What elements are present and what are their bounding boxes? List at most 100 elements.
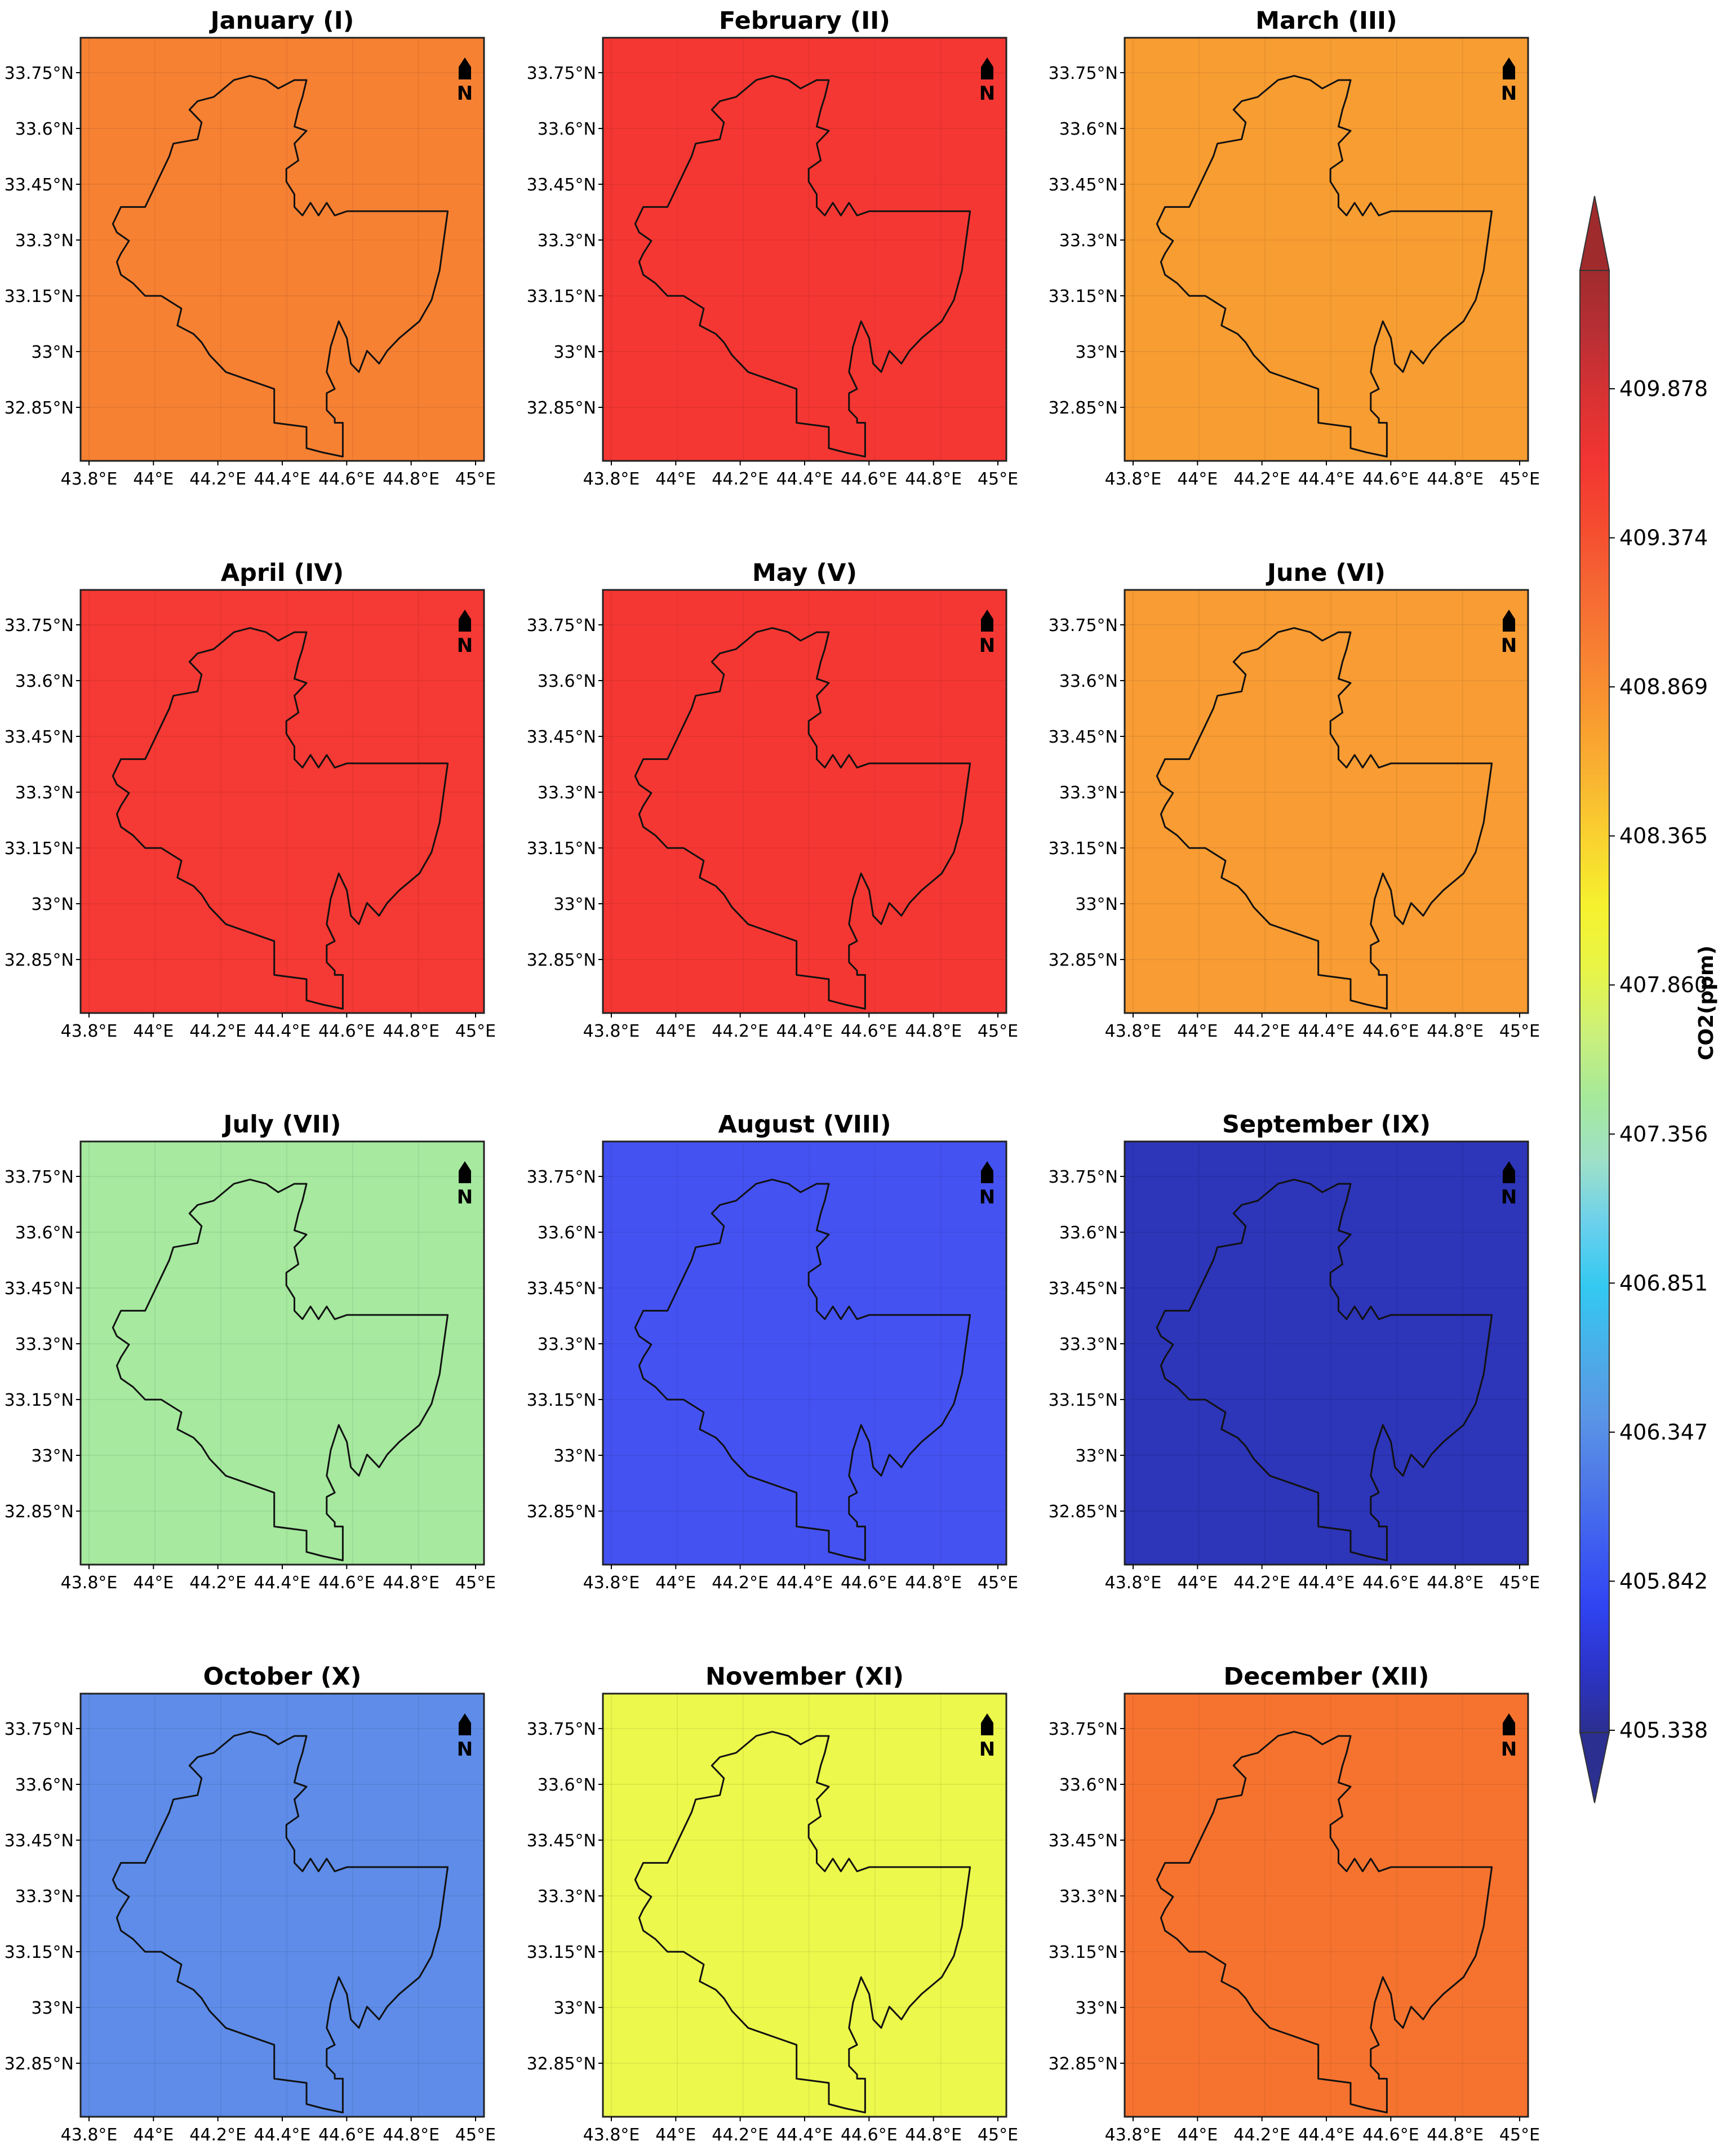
y-tick-label: 33.3°N: [15, 783, 74, 803]
x-tick-label: 44.6°E: [841, 1021, 898, 1041]
y-tick-label: 33.3°N: [15, 1887, 74, 1907]
x-tick-label: 44.6°E: [1362, 1573, 1419, 1593]
x-tick-label: 45°E: [455, 2125, 496, 2145]
x-tick-label: 45°E: [978, 1573, 1018, 1593]
x-tick-label: 44.6°E: [1362, 1021, 1419, 1041]
y-tick-label: 33°N: [31, 1998, 74, 2018]
x-tick-label: 44.6°E: [318, 1021, 375, 1041]
x-tick-label: 45°E: [455, 1021, 496, 1041]
y-tick-label: 32.85°N: [527, 2054, 596, 2074]
y-tick-label: 33.15°N: [1049, 1943, 1118, 1962]
x-tick-label: 44.4°E: [1298, 1573, 1355, 1593]
y-tick-label: 33.6°N: [538, 672, 596, 691]
y-tick-label: 32.85°N: [527, 950, 596, 970]
y-tick-label: 33.6°N: [15, 1775, 74, 1795]
north-arrow-icon: N: [1501, 57, 1517, 105]
y-tick-label: 33°N: [1075, 1446, 1118, 1466]
y-tick-label: 33°N: [553, 1446, 596, 1466]
x-tick-label: 43.8°E: [1105, 2125, 1162, 2145]
colorbar-tick-label: 409.878: [1619, 376, 1708, 401]
y-tick-label: 33.75°N: [5, 1167, 74, 1187]
map-panel: February (II) N 33.75°N 33.6°N 33.45°N 33.3°N…: [527, 7, 1018, 489]
north-arrow-icon: N: [979, 1713, 995, 1761]
north-label: N: [979, 1186, 995, 1209]
map-background: [603, 38, 1006, 461]
y-tick-label: 33.45°N: [527, 1279, 596, 1299]
map-panel: April (IV) N 33.75°N 33.6°N 33.45°N 33.3°N 33.…: [5, 559, 496, 1041]
baghdad-boundary: [112, 1731, 449, 2113]
north-arrow-icon: N: [1501, 1161, 1517, 1209]
x-tick-label: 43.8°E: [61, 1021, 118, 1041]
map-background: [603, 1141, 1006, 1565]
x-tick-label: 44.6°E: [318, 1573, 375, 1593]
colorbar: 409.878 409.374 408.869 408.365 407.860 407.3…: [1579, 196, 1718, 1803]
baghdad-boundary: [112, 627, 449, 1010]
y-tick-label: 33.3°N: [1059, 1887, 1118, 1907]
y-tick-label: 33.45°N: [527, 175, 596, 195]
y-tick-label: 33.75°N: [527, 1720, 596, 1739]
x-tick-label: 43.8°E: [61, 469, 118, 489]
y-tick-label: 33.6°N: [538, 1775, 596, 1795]
baghdad-boundary: [1156, 75, 1493, 457]
map-background: [81, 1694, 484, 2117]
y-tick-label: 33.6°N: [538, 119, 596, 139]
x-tick-label: 44.6°E: [318, 2125, 375, 2145]
north-arrow-icon: N: [457, 1713, 473, 1761]
panel-title: May (V): [752, 559, 857, 587]
baghdad-boundary: [112, 1179, 449, 1561]
x-tick-label: 44.2°E: [189, 469, 246, 489]
x-tick-label: 44.8°E: [905, 2125, 962, 2145]
x-tick-label: 44.2°E: [1233, 2125, 1290, 2145]
map-background: [81, 590, 484, 1013]
y-tick-label: 33.3°N: [15, 1335, 74, 1354]
y-tick-label: 33.3°N: [538, 231, 596, 251]
x-tick-label: 44.2°E: [712, 1021, 769, 1041]
y-tick-label: 33.45°N: [1049, 175, 1118, 195]
x-tick-label: 43.8°E: [1105, 1573, 1162, 1593]
north-arrow-icon: N: [979, 57, 995, 105]
y-tick-label: 32.85°N: [1049, 950, 1118, 970]
x-tick-label: 44.8°E: [383, 469, 439, 489]
y-tick-label: 32.85°N: [5, 950, 74, 970]
y-tick-label: 33.3°N: [538, 1887, 596, 1907]
y-tick-label: 33.15°N: [5, 287, 74, 306]
north-label: N: [457, 82, 473, 105]
x-tick-label: 44°E: [1177, 1021, 1218, 1041]
y-tick-label: 33.45°N: [5, 175, 74, 195]
north-label: N: [979, 1738, 995, 1761]
x-tick-label: 45°E: [978, 2125, 1018, 2145]
y-tick-label: 32.85°N: [527, 398, 596, 418]
colorbar-tick-label: 405.338: [1619, 1718, 1708, 1743]
x-tick-label: 44.4°E: [776, 1021, 833, 1041]
x-tick-label: 44.2°E: [1233, 469, 1290, 489]
baghdad-boundary: [634, 1731, 971, 2113]
north-label: N: [457, 1186, 473, 1209]
x-tick-label: 45°E: [1499, 469, 1540, 489]
y-tick-label: 33°N: [1075, 1998, 1118, 2018]
map-panel: January (I) N 33.75°N 33.6°N 33.45°N 33.3°N 33…: [5, 7, 496, 489]
y-tick-label: 33.75°N: [5, 1720, 74, 1739]
north-arrow-icon: N: [1501, 1713, 1517, 1761]
colorbar-ticks: 409.878 409.374 408.869 408.365 407.860 407.3…: [1609, 376, 1708, 1743]
y-tick-label: 33.75°N: [527, 64, 596, 83]
colorbar-tick-label: 405.842: [1619, 1569, 1708, 1593]
y-tick-label: 33.15°N: [5, 1391, 74, 1410]
map-background: [81, 38, 484, 461]
x-tick-label: 44.2°E: [712, 469, 769, 489]
x-tick-label: 44°E: [133, 1573, 174, 1593]
colorbar-body: [1579, 270, 1610, 1733]
north-arrow-icon: N: [979, 1161, 995, 1209]
x-tick-label: 43.8°E: [583, 469, 640, 489]
x-tick-label: 44.8°E: [383, 1573, 439, 1593]
baghdad-boundary: [1156, 1179, 1493, 1561]
panel-title: April (IV): [221, 559, 344, 587]
graticule: [1125, 1141, 1529, 1565]
baghdad-boundary: [634, 1179, 971, 1561]
x-tick-label: 44.2°E: [1233, 1021, 1290, 1041]
y-tick-label: 33.3°N: [538, 1335, 596, 1354]
map-background: [1125, 1694, 1528, 2117]
x-tick-label: 44.8°E: [1427, 1021, 1484, 1041]
x-tick-label: 44.6°E: [1362, 2125, 1419, 2145]
north-label: N: [1501, 634, 1517, 657]
y-tick-label: 33.45°N: [527, 1831, 596, 1851]
